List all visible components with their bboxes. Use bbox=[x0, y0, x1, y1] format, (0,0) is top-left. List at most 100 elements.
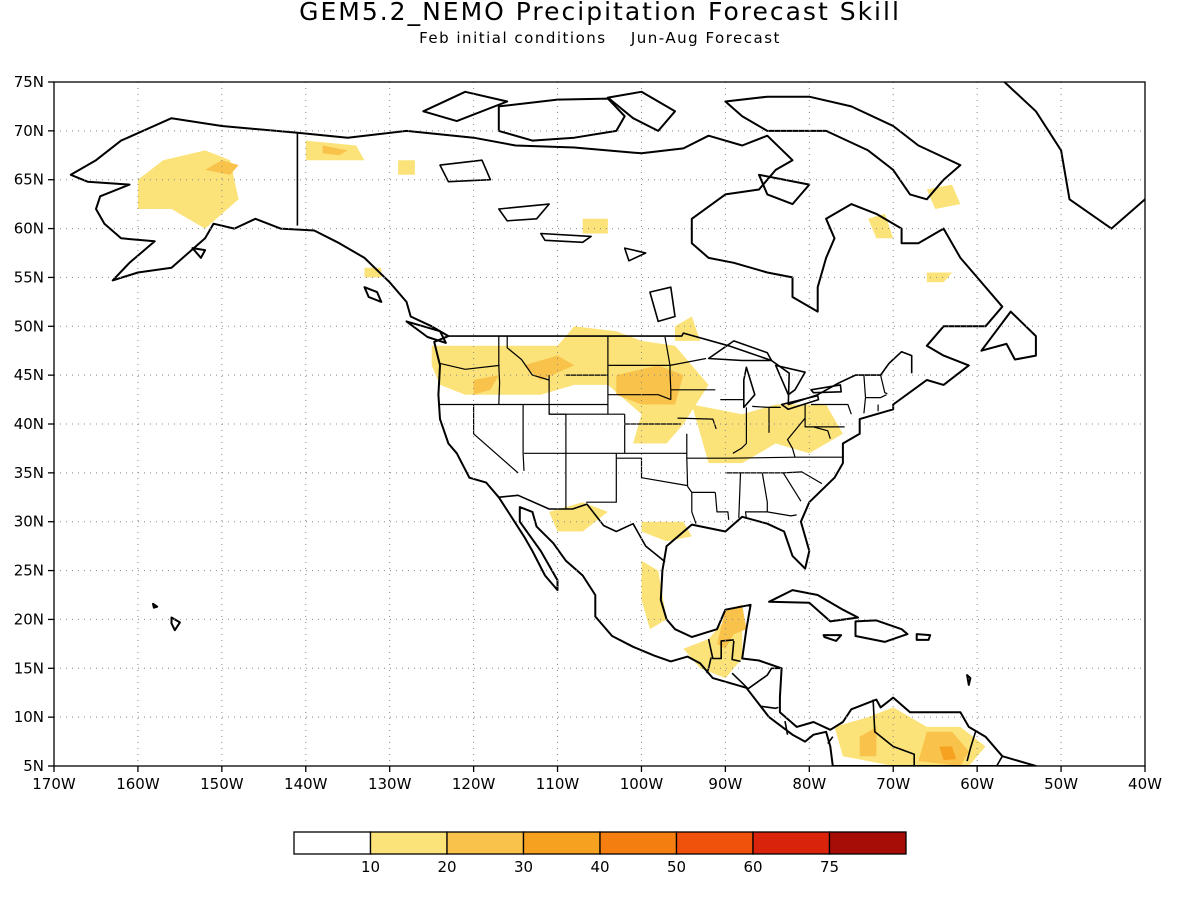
lake-outline-6 bbox=[439, 159, 492, 183]
legend-tick-label: 30 bbox=[514, 858, 533, 876]
legend-tick-label: 40 bbox=[590, 858, 609, 876]
skill-region-5 bbox=[431, 326, 709, 444]
skill-region-7 bbox=[524, 355, 575, 380]
skill-region-9 bbox=[691, 404, 843, 464]
skill-region-4 bbox=[398, 160, 415, 175]
coastline-8 bbox=[768, 589, 859, 623]
map-axis-labels: 170W 160W 150W 140W 130W 120W 110W 100W 90W 80W 70… bbox=[14, 73, 1162, 793]
skill-region-1 bbox=[205, 160, 239, 175]
lat-tick-label: 35N bbox=[14, 464, 44, 482]
skill-region-12 bbox=[641, 560, 667, 630]
lake-outline-1 bbox=[742, 366, 756, 409]
state-border-33 bbox=[732, 443, 747, 454]
skill-region-19 bbox=[868, 213, 894, 239]
skill-region-18 bbox=[939, 746, 957, 761]
lake-outline-4 bbox=[810, 384, 843, 394]
lake-outline-7 bbox=[497, 203, 550, 222]
legend-tick-label: 60 bbox=[743, 858, 762, 876]
legend-tick-label: 10 bbox=[361, 858, 380, 876]
country-border-1 bbox=[445, 332, 913, 406]
lon-tick-label: 100W bbox=[620, 775, 664, 793]
lon-tick-label: 150W bbox=[200, 775, 244, 793]
chart-title: GEM5.2_NEMO Precipitation Forecast Skill bbox=[299, 0, 901, 26]
coastline-4 bbox=[422, 90, 509, 123]
coastline-10 bbox=[822, 634, 843, 642]
state-border-8 bbox=[548, 404, 625, 415]
legend-swatch-0 bbox=[293, 831, 372, 855]
lon-tick-label: 140W bbox=[284, 775, 328, 793]
country-border-5 bbox=[731, 640, 741, 663]
state-border-25 bbox=[714, 492, 730, 520]
lon-tick-label: 80W bbox=[792, 775, 826, 793]
state-border-2 bbox=[498, 336, 501, 405]
coastline-1 bbox=[1002, 82, 1145, 230]
country-border-11 bbox=[966, 731, 977, 762]
legend-swatch-7 bbox=[828, 831, 907, 855]
lat-tick-label: 25N bbox=[14, 562, 44, 580]
country-border-12 bbox=[995, 755, 1003, 766]
lat-tick-label: 15N bbox=[14, 659, 44, 677]
lake-outline-9 bbox=[623, 247, 647, 262]
state-border-28 bbox=[744, 472, 768, 519]
skill-region-24 bbox=[926, 272, 952, 283]
lon-tick-label: 120W bbox=[452, 775, 496, 793]
skill-region-20 bbox=[926, 184, 961, 209]
skill-region-14 bbox=[717, 604, 747, 649]
legend-tick-label: 75 bbox=[820, 858, 839, 876]
lat-tick-label: 20N bbox=[14, 610, 44, 628]
lake-outline-0 bbox=[707, 340, 773, 362]
state-border-21 bbox=[677, 417, 717, 430]
legend-swatch-6 bbox=[752, 831, 831, 855]
lat-tick-label: 40N bbox=[14, 415, 44, 433]
country-border-2 bbox=[497, 494, 666, 563]
coastline-7 bbox=[980, 310, 1037, 361]
lat-tick-label: 50N bbox=[14, 317, 44, 335]
state-border-39 bbox=[811, 403, 852, 415]
state-border-42 bbox=[880, 374, 888, 395]
country-border-8 bbox=[784, 720, 789, 735]
state-border-26 bbox=[725, 471, 823, 485]
coastline-17 bbox=[966, 674, 972, 686]
legend-tick-label: 20 bbox=[437, 858, 456, 876]
legend-swatch-5 bbox=[675, 831, 754, 855]
legend-swatch-3 bbox=[522, 831, 601, 855]
coastline-12 bbox=[170, 616, 181, 632]
state-border-40 bbox=[863, 375, 867, 414]
lat-tick-label: 45N bbox=[14, 366, 44, 384]
country-border-6 bbox=[731, 667, 783, 690]
lon-tick-label: 70W bbox=[876, 775, 910, 793]
lon-tick-label: 130W bbox=[368, 775, 412, 793]
state-border-30 bbox=[782, 472, 802, 502]
legend-swatch-4 bbox=[599, 831, 678, 855]
lon-tick-label: 160W bbox=[116, 775, 160, 793]
coastline-14 bbox=[191, 247, 207, 259]
lat-tick-label: 75N bbox=[14, 73, 44, 91]
lat-tick-label: 5N bbox=[23, 757, 44, 775]
state-border-15 bbox=[607, 394, 672, 401]
state-border-12 bbox=[586, 453, 617, 503]
state-border-6 bbox=[522, 404, 525, 471]
lake-outline-5 bbox=[649, 286, 676, 323]
coastline-13 bbox=[152, 602, 159, 609]
state-border-3 bbox=[439, 362, 500, 370]
lat-tick-label: 65N bbox=[14, 171, 44, 189]
country-border-10 bbox=[872, 699, 916, 766]
coastline-5 bbox=[606, 90, 676, 132]
state-border-17 bbox=[616, 457, 688, 487]
state-border-38 bbox=[813, 426, 831, 439]
country-border-9 bbox=[827, 736, 834, 744]
state-border-20 bbox=[664, 336, 707, 366]
skill-region-16 bbox=[859, 726, 877, 757]
coastline-3 bbox=[497, 97, 626, 142]
subtitle-forecast-period: Jun-Aug Forecast bbox=[630, 29, 781, 47]
legend-tick-label: 50 bbox=[667, 858, 686, 876]
lat-tick-label: 10N bbox=[14, 708, 44, 726]
lon-tick-label: 40W bbox=[1128, 775, 1162, 793]
state-border-14 bbox=[607, 364, 672, 400]
skill-region-6 bbox=[473, 375, 499, 395]
state-border-41 bbox=[865, 394, 887, 399]
coastline-16 bbox=[405, 320, 447, 344]
chart-subtitle: Feb initial conditions Jun-Aug Forecast bbox=[0, 29, 1200, 47]
state-border-37 bbox=[786, 417, 806, 458]
